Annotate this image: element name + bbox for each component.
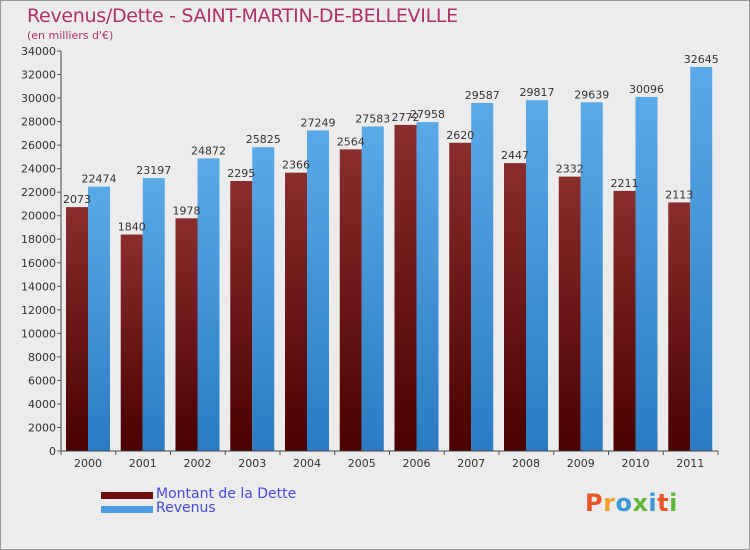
y-tick-label: 2000 xyxy=(28,421,56,434)
bar-dette-2004 xyxy=(285,172,307,451)
bar-revenus-2009 xyxy=(580,102,603,452)
logo-letter: t xyxy=(657,489,670,517)
logo-letter: r xyxy=(603,489,616,517)
bar-revenus-2005 xyxy=(361,126,384,452)
logo-letter: x xyxy=(632,489,649,517)
bar-revenus-2001 xyxy=(142,178,165,451)
x-tick-label: 2008 xyxy=(512,457,540,470)
data-label-revenus-2009: 29639 xyxy=(574,88,609,101)
x-tick-label: 2003 xyxy=(238,457,266,470)
bar-revenus-2010 xyxy=(635,96,658,451)
bar-revenus-2004 xyxy=(307,130,329,451)
data-label-dette-2008: 2447 xyxy=(501,149,529,162)
data-label-dette-2010: 2211 xyxy=(611,177,639,190)
legend-label-revenus: Revenus xyxy=(156,500,216,516)
y-tick-label: 10000 xyxy=(21,327,56,340)
axis-lines xyxy=(60,51,718,452)
y-tick-label: 4000 xyxy=(28,398,56,411)
x-tick-label: 2007 xyxy=(457,457,485,470)
data-label-dette-2003: 2295 xyxy=(227,167,255,180)
bar-revenus-2008 xyxy=(526,100,548,451)
y-tick-label: 34000 xyxy=(21,45,56,58)
x-tick-label: 2000 xyxy=(74,457,102,470)
y-tick-label: 18000 xyxy=(21,233,56,246)
logo-letter: P xyxy=(585,489,604,517)
y-tick-label: 28000 xyxy=(21,116,56,129)
y-tick-label: 16000 xyxy=(21,257,56,270)
data-label-revenus-2005: 27583 xyxy=(355,112,390,125)
x-tick-label: 2005 xyxy=(348,457,376,470)
y-tick-label: 0 xyxy=(49,445,56,458)
bar-revenus-2007 xyxy=(471,102,494,451)
data-label-revenus-2008: 29817 xyxy=(520,86,555,99)
data-label-revenus-2001: 23197 xyxy=(136,164,171,177)
x-tick-label: 2001 xyxy=(129,457,157,470)
data-label-dette-2004: 2366 xyxy=(282,159,310,172)
bar-dette-2006 xyxy=(394,124,417,451)
x-tick-label: 2010 xyxy=(622,457,650,470)
y-tick-label: 8000 xyxy=(28,351,56,364)
data-label-revenus-2011: 32645 xyxy=(684,53,719,66)
x-tick-label: 2009 xyxy=(567,457,595,470)
y-tick-label: 26000 xyxy=(21,139,56,152)
data-label-dette-2006: 2772 xyxy=(392,111,420,124)
data-label-revenus-2000: 22474 xyxy=(82,173,117,186)
data-label-revenus-2004: 27249 xyxy=(301,116,336,129)
bar-revenus-2000 xyxy=(88,186,110,451)
bar-dette-2010 xyxy=(613,190,636,451)
data-label-revenus-2007: 29587 xyxy=(465,89,500,102)
y-tick-label: 30000 xyxy=(21,92,56,105)
data-label-dette-2000: 2073 xyxy=(63,193,91,206)
bars xyxy=(66,66,713,452)
y-axis: 0 2000 4000 6000 8000 10000 12000 14000 16000 180… xyxy=(21,45,61,458)
y-tick-label: 14000 xyxy=(21,280,56,293)
logo-letter: o xyxy=(615,489,633,517)
chart-title: Revenus/Dette - SAINT-MARTIN-DE-BELLEVIL… xyxy=(27,5,458,27)
bar-dette-2007 xyxy=(449,142,472,451)
bar-dette-2000 xyxy=(66,207,88,451)
y-tick-label: 6000 xyxy=(28,374,56,387)
logo-letter: i xyxy=(669,489,678,517)
bar-dette-2001 xyxy=(120,234,143,451)
bar-dette-2005 xyxy=(339,149,362,451)
logo-letter: i xyxy=(648,489,658,517)
legend-label-dette: Montant de la Dette xyxy=(156,486,297,502)
data-label-dette-2002: 1978 xyxy=(173,204,201,217)
x-axis: 2000 2001 2002 2003 2004 2005 2006 2007 2008 2009… xyxy=(60,451,719,470)
data-label-dette-2011: 2113 xyxy=(665,188,693,201)
data-label-revenus-2003: 25825 xyxy=(246,133,281,146)
bar-dette-2009 xyxy=(558,176,581,451)
y-tick-label: 32000 xyxy=(21,69,56,82)
data-label-revenus-2006: 27958 xyxy=(410,108,445,121)
y-tick-label: 22000 xyxy=(21,186,56,199)
data-label-dette-2007: 2620 xyxy=(446,129,474,142)
legend-swatch-revenus xyxy=(101,506,153,513)
y-tick-label: 20000 xyxy=(21,210,56,223)
proxiti-logo: Proxiti xyxy=(585,489,678,517)
x-tick-label: 2011 xyxy=(676,457,704,470)
bar-dette-2003 xyxy=(230,181,253,451)
data-label-revenus-2002: 24872 xyxy=(191,144,226,157)
y-tick-label: 24000 xyxy=(21,163,56,176)
bar-revenus-2002 xyxy=(197,158,220,451)
x-tick-label: 2006 xyxy=(403,457,431,470)
x-tick-label: 2004 xyxy=(293,457,321,470)
chart-subtitle: (en milliers d'€) xyxy=(27,29,114,42)
bar-dette-2002 xyxy=(175,218,198,451)
x-tick-label: 2002 xyxy=(184,457,212,470)
data-label-revenus-2010: 30096 xyxy=(629,83,664,96)
data-label-dette-2005: 2564 xyxy=(337,135,365,148)
data-label-dette-2009: 2332 xyxy=(556,163,584,176)
legend-swatch-dette xyxy=(101,492,153,499)
data-label-dette-2001: 1840 xyxy=(118,221,146,234)
bar-dette-2008 xyxy=(504,163,526,451)
bar-revenus-2011 xyxy=(690,66,713,452)
bar-dette-2011 xyxy=(668,202,691,451)
y-tick-label: 12000 xyxy=(21,304,56,317)
bar-revenus-2006 xyxy=(416,122,439,452)
bar-revenus-2003 xyxy=(252,147,275,452)
